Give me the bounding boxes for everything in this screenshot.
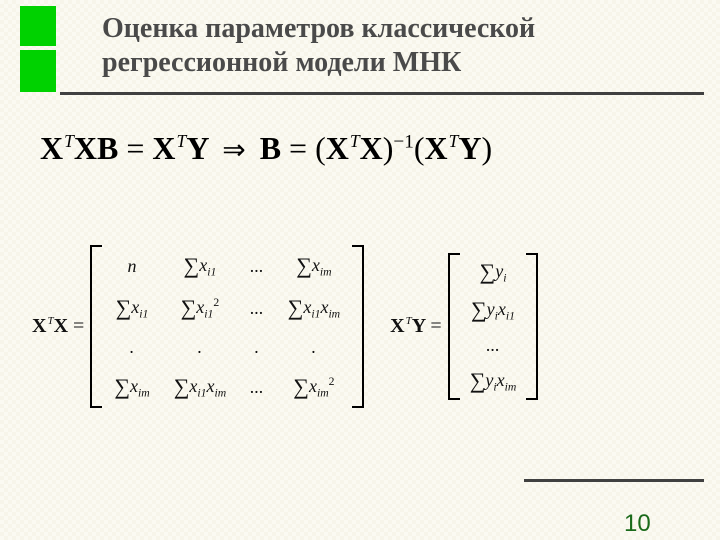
xty-cell: ∑yixi1 bbox=[460, 291, 527, 329]
table-row: ∑yixim bbox=[460, 362, 527, 400]
table-row: ... bbox=[460, 329, 527, 362]
xty-label: XTY = bbox=[390, 315, 442, 338]
xtx-cell: . bbox=[162, 329, 238, 366]
xty-cell: ∑yi bbox=[460, 253, 527, 291]
bracket-left-icon bbox=[90, 245, 102, 408]
bracket-left-icon bbox=[448, 253, 460, 400]
table-row: ∑yixi1 bbox=[460, 291, 527, 329]
slide: Оценка параметров классической регрессио… bbox=[0, 0, 720, 540]
xtx-cell: ∑xi1xim bbox=[162, 366, 238, 408]
xty-cell: ∑yixim bbox=[460, 362, 527, 400]
xtx-cell: ... bbox=[238, 245, 276, 287]
eq-lhs: XTXB = XTY bbox=[40, 130, 216, 166]
header-accent-top bbox=[20, 6, 56, 46]
eq-rhs: B = (XTX)−1(XTY) bbox=[260, 130, 492, 166]
xtx-cell: ∑xi1 bbox=[102, 287, 161, 329]
xtx-cell: ∑xim bbox=[102, 366, 161, 408]
page-number: 10 bbox=[624, 512, 648, 536]
xtx-cell: ... bbox=[238, 287, 276, 329]
xtx-cell: . bbox=[102, 329, 161, 366]
slide-title: Оценка параметров классической регрессио… bbox=[102, 12, 680, 79]
xtx-cell: ∑xi1xim bbox=[276, 287, 352, 329]
table-row: n ∑xi1 ... ∑xim bbox=[102, 245, 352, 287]
xtx-cell: ... bbox=[238, 366, 276, 408]
xtx-cell: ∑xi1 bbox=[162, 245, 238, 287]
xtx-cell: ∑xim bbox=[276, 245, 352, 287]
xtx-cell: . bbox=[276, 329, 352, 366]
table-row: ∑yi bbox=[460, 253, 527, 291]
xtx-label: XTX = bbox=[32, 315, 84, 338]
bracket-right-icon bbox=[352, 245, 364, 408]
equation-main: XTXB = XTY ⇒ B = (XTX)−1(XTY) bbox=[40, 130, 700, 167]
xtx-matrix-table: n ∑xi1 ... ∑xim ∑xi1 ∑xi12 ... ∑xi1xim .… bbox=[102, 245, 352, 408]
table-row: ∑xim ∑xi1xim ... ∑xim2 bbox=[102, 366, 352, 408]
eq-arrow: ⇒ bbox=[222, 135, 245, 166]
table-row: . . . . bbox=[102, 329, 352, 366]
matrices-row: XTX = n ∑xi1 ... ∑xim ∑xi1 ∑xi12 ... ∑xi… bbox=[32, 245, 538, 408]
table-row: ∑xi1 ∑xi12 ... ∑xi1xim bbox=[102, 287, 352, 329]
title-underline bbox=[60, 92, 704, 95]
xtx-cell: n bbox=[102, 245, 161, 287]
xty-cell: ... bbox=[460, 329, 527, 362]
xtx-cell: . bbox=[238, 329, 276, 366]
xtx-matrix: n ∑xi1 ... ∑xim ∑xi1 ∑xi12 ... ∑xi1xim .… bbox=[90, 245, 364, 408]
xtx-cell: ∑xi12 bbox=[162, 287, 238, 329]
header-accent-bottom bbox=[20, 50, 56, 92]
xty-matrix-table: ∑yi ∑yixi1 ... ∑yixim bbox=[460, 253, 527, 400]
xtx-cell: ∑xim2 bbox=[276, 366, 352, 408]
footer-rule bbox=[524, 479, 704, 482]
bracket-right-icon bbox=[526, 253, 538, 400]
xty-matrix: ∑yi ∑yixi1 ... ∑yixim bbox=[448, 253, 539, 400]
